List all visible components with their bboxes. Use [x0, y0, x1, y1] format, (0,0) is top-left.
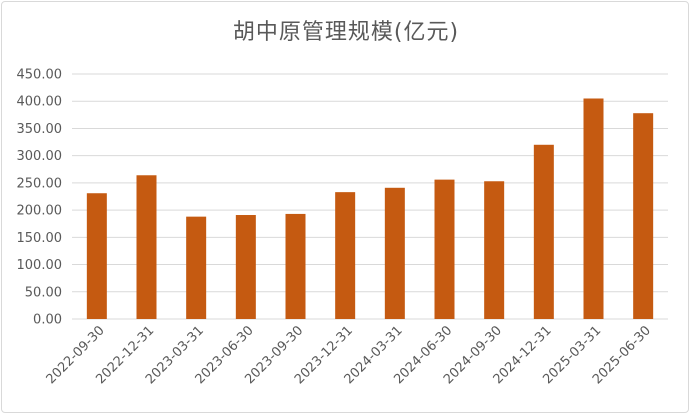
y-tick-label: 200.00	[17, 204, 63, 219]
y-tick-label: 100.00	[17, 258, 63, 273]
bar-2022-12-31	[136, 175, 157, 319]
bar-2024-12-31	[533, 144, 554, 319]
y-tick-label: 300.00	[17, 149, 63, 164]
y-tick-label: 0.00	[33, 313, 62, 328]
x-axis-ticks: 2022-09-302022-12-312023-03-312023-06-30…	[44, 323, 654, 387]
y-tick-label: 250.00	[17, 176, 63, 191]
y-tick-label: 400.00	[17, 95, 63, 110]
bar-2024-09-30	[484, 181, 505, 319]
y-tick-label: 350.00	[17, 122, 63, 137]
bar-2023-09-30	[285, 213, 306, 319]
y-axis-ticks: 0.00 50.00 100.00 150.00 200.00 250.00 300.00 3…	[17, 68, 63, 328]
y-tick-label: 450.00	[17, 68, 63, 83]
bar-2024-06-30	[434, 179, 455, 319]
bar-2023-06-30	[235, 215, 256, 319]
y-tick-label: 150.00	[17, 231, 63, 246]
bar-2023-12-31	[335, 192, 356, 319]
bar-2025-03-31	[583, 98, 604, 319]
bar-2022-09-30	[86, 193, 107, 319]
bar-2023-03-31	[186, 216, 207, 319]
grid-lines	[72, 73, 668, 320]
y-tick-label: 50.00	[25, 285, 62, 300]
chart-title: 胡中原管理规模(亿元)	[232, 20, 460, 45]
bars	[86, 98, 654, 319]
bar-2024-03-31	[384, 187, 405, 319]
bar-2025-06-30	[633, 113, 654, 319]
